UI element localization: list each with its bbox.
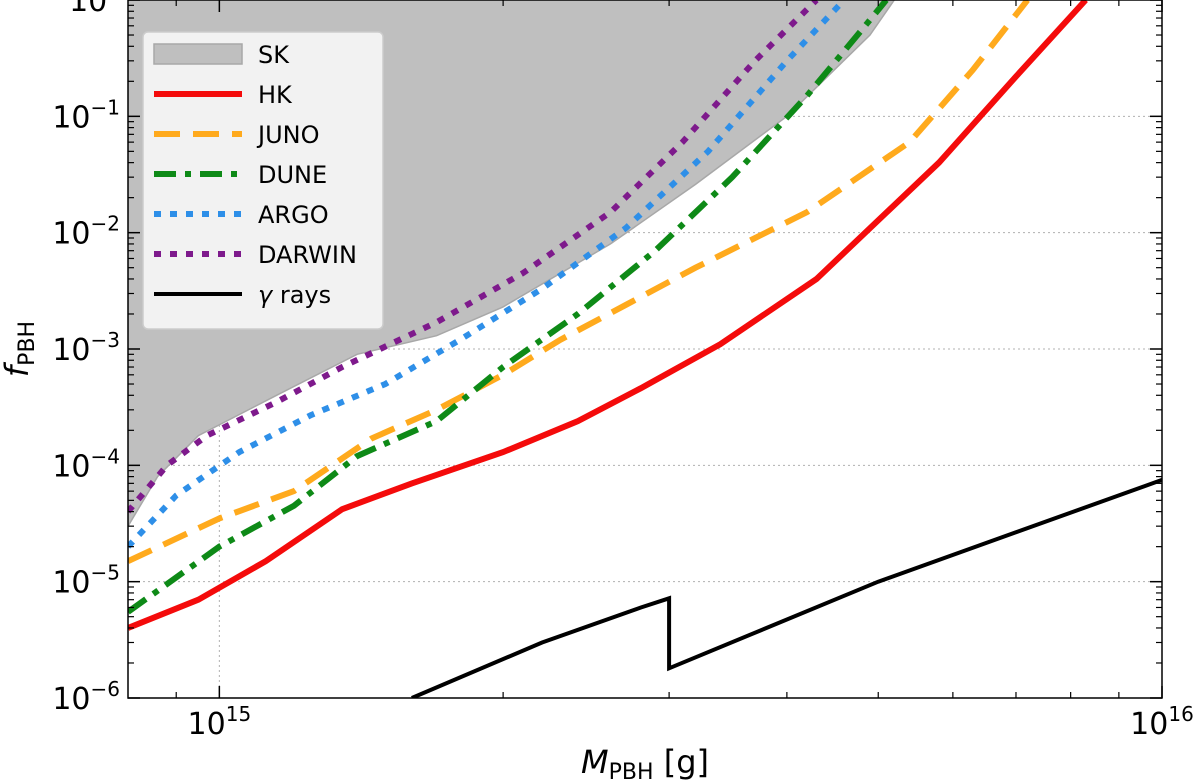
y-tick-label-2: 10−2 [52,212,120,252]
x-axis-label: MPBH [g] [581,743,709,783]
series-hk-line [128,0,1088,631]
y-tick-label-4: 10−4 [52,444,120,484]
legend-label-sk: SK [258,41,290,69]
legend-label-gamma-rays: γ rays [258,281,331,309]
legend-label-argo: ARGO [258,201,329,229]
series-dune-line [128,0,889,615]
series-darwin-line [128,0,819,514]
y-tick-label-6: 10−6 [52,677,120,717]
x-tick-label-1: 1016 [1130,702,1194,742]
x-tick-label-0: 1015 [188,702,252,742]
x-axis-label-unit: [g] [654,743,709,781]
legend-label-darwin: DARWIN [258,241,357,269]
x-axis-label-main: M [581,743,609,781]
y-axis-label: fPBH [0,321,40,377]
legend: SK HK JUNO DUNE ARGO DARWIN γ rays [142,31,384,330]
tick-labels: 1015 1016 100 10−1 10−2 10−3 10−4 10−5 10−6 [52,0,1193,742]
legend-label-juno: JUNO [256,121,320,149]
series-juno-line [128,0,1030,564]
axes [127,0,1163,699]
y-tick-label-3: 10−3 [52,328,120,368]
y-tick-label-0: 100 [69,0,120,19]
y-tick-label-5: 10−5 [52,561,120,601]
y-tick-label-1: 10−1 [52,95,120,135]
legend-handle-sk [153,43,243,65]
x-axis-label-sub: PBH [609,760,654,783]
y-axis-label-sub: PBH [15,321,40,366]
legend-label-dune: DUNE [258,161,327,189]
series-gamma-rays-line [411,478,1162,698]
legend-label-hk: HK [258,81,293,109]
